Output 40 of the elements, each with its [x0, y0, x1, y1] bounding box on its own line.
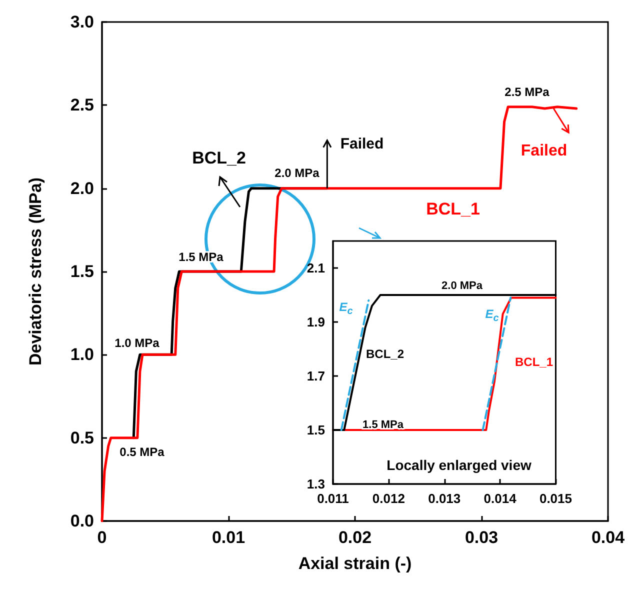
x-tick-label: 0.03 — [464, 528, 498, 547]
y-tick-label: 2.0 — [70, 178, 94, 198]
x-tick-label: 0.014 — [484, 491, 518, 506]
y-tick-label: 1.3 — [306, 476, 325, 492]
line-series — [100, 106, 578, 522]
x-tick-label: 0.011 — [317, 491, 349, 506]
y-tick-label: 2.5 — [70, 96, 94, 115]
x-tick-label: 0.04 — [591, 528, 626, 547]
y-tick-label: 0.0 — [70, 512, 94, 530]
annotation: 2.0 MPa — [442, 280, 484, 292]
x-tick-label: 0.012 — [372, 491, 405, 506]
x-tick-label: 0.015 — [539, 491, 572, 506]
series-label: BCL_1 — [514, 355, 554, 369]
y-tick-label: 2.1 — [306, 260, 325, 276]
x-tick-label: 0.013 — [428, 491, 461, 506]
annotation: 2.0 MPa — [274, 166, 320, 180]
y-tick-label: 1.7 — [306, 368, 325, 384]
annotation: 1.5 MPa — [362, 419, 404, 431]
series-label: E$_{c}$ — [339, 300, 353, 318]
x-axis-title: Axial strain (-) — [298, 554, 412, 573]
y-tick-label: 0.5 — [70, 428, 94, 448]
x-tick-label: 0.01 — [212, 528, 246, 547]
x-tick-label: 0.02 — [338, 528, 372, 547]
series-label: BCL_1 — [426, 200, 480, 218]
annotation: 2.5 MPa — [504, 85, 550, 99]
y-tick-label: 1.5 — [70, 262, 94, 281]
y-tick-label: 1.0 — [70, 345, 94, 364]
series-label: E$_{c}$ — [485, 306, 499, 324]
y-tick-label: 1.9 — [306, 314, 325, 330]
y-tick-label: 3.0 — [70, 12, 94, 32]
series-label: BCL_2 — [192, 148, 246, 168]
annotation: 0.5 MPa — [120, 445, 165, 459]
x-tick-label: 0 — [97, 528, 107, 547]
annotation: Failed — [340, 136, 384, 152]
annotation: Locally enlarged view — [386, 457, 532, 473]
series-label: BCL_2 — [366, 347, 404, 361]
y-axis-title: Deviatoric stress (MPa) — [26, 177, 45, 366]
annotation: 1.0 MPa — [114, 336, 160, 350]
annotation: Failed — [520, 142, 568, 160]
y-tick-label: 1.5 — [306, 422, 325, 438]
